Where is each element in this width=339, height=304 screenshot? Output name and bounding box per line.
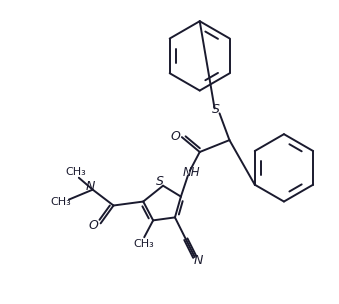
Text: S: S (212, 103, 220, 116)
Text: O: O (170, 130, 180, 143)
Text: CH₃: CH₃ (51, 197, 72, 206)
Text: N: N (194, 254, 203, 267)
Text: O: O (89, 219, 99, 232)
Text: NH: NH (183, 166, 201, 179)
Text: CH₃: CH₃ (134, 239, 155, 249)
Text: CH₃: CH₃ (65, 167, 86, 177)
Text: S: S (156, 175, 164, 188)
Text: N: N (86, 180, 95, 193)
